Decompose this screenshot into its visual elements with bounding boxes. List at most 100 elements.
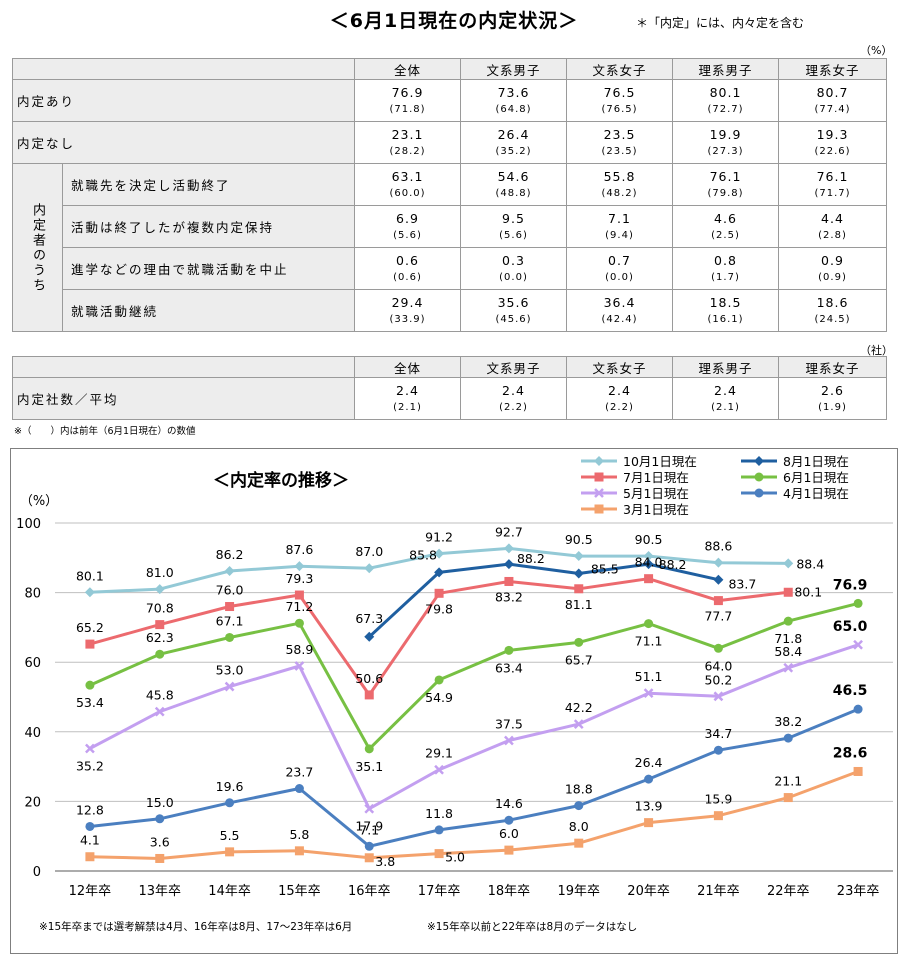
data-label: 70.8 — [146, 601, 174, 616]
point-marker — [294, 590, 304, 600]
row-label: 就職活動継続 — [62, 289, 355, 332]
data-label: 19.6 — [216, 779, 244, 794]
data-label: 8.0 — [569, 819, 589, 834]
cell: 54.6 (48.8) — [460, 163, 567, 206]
row-label: 活動は終了したが複数内定保持 — [62, 205, 355, 248]
cell-prev: (2.2) — [605, 401, 634, 413]
cell: 76.5 (76.5) — [566, 79, 673, 122]
data-label: 51.1 — [635, 669, 663, 684]
cell-value: 76.1 — [816, 168, 849, 184]
data-label: 71.1 — [635, 634, 663, 649]
point-marker — [713, 557, 724, 568]
cell-prev: (71.8) — [389, 103, 426, 115]
table-header-row: 全体 文系男子 文系女子 理系男子 理系女子 — [12, 58, 887, 80]
cell-prev: (5.6) — [499, 229, 528, 241]
cell: 0.9 (0.9) — [778, 247, 887, 290]
point-marker — [713, 643, 723, 653]
cell-prev: (35.2) — [495, 145, 532, 157]
header-blank — [12, 58, 355, 80]
cell: 18.6 (24.5) — [778, 289, 887, 332]
point-marker — [85, 821, 95, 831]
point-marker — [754, 472, 764, 482]
group-label: 内定者のうち — [30, 202, 45, 293]
data-label: 58.9 — [285, 642, 313, 657]
table-row: 進学などの理由で就職活動を中止 0.6 (0.6) 0.3 (0.0) 0.7 (0.… — [13, 247, 887, 290]
cell-prev: (77.4) — [814, 103, 851, 115]
cell-value: 0.9 — [821, 252, 844, 268]
cell-value: 76.1 — [709, 168, 742, 184]
point-marker — [294, 846, 304, 856]
cell: 76.1 (79.8) — [672, 163, 779, 206]
point-marker — [504, 576, 514, 586]
cell-prev: (16.1) — [707, 313, 744, 325]
cell-value: 55.8 — [603, 168, 636, 184]
data-label: 35.2 — [76, 759, 104, 774]
point-marker — [594, 488, 604, 498]
y-tick-label: 40 — [24, 726, 41, 741]
table-row: 内定あり 76.9 (71.8) 73.6 (64.8) 76.5 (76.5) 80… — [12, 79, 887, 122]
data-label: 79.3 — [285, 571, 313, 586]
point-marker — [155, 853, 165, 863]
column-header: 全体 — [354, 356, 461, 378]
cell: 73.6 (64.8) — [460, 79, 567, 122]
unit-percent: （%） — [860, 44, 893, 57]
series-line — [89, 707, 859, 848]
data-label: 81.0 — [146, 565, 174, 580]
point-marker — [594, 504, 604, 514]
legend-label: 7月1日現在 — [623, 470, 689, 485]
data-label: 5.8 — [289, 827, 309, 842]
data-label: 83.7 — [728, 577, 756, 592]
point-marker — [713, 691, 724, 702]
cell-prev: (2.1) — [711, 401, 740, 413]
chart-note: ※15年卒以前と22年卒は8月のデータはなし — [427, 920, 637, 933]
cell: 7.1 (9.4) — [566, 205, 673, 248]
cell-value: 76.9 — [391, 84, 424, 100]
point-marker — [364, 841, 374, 851]
cell: 6.9 (5.6) — [354, 205, 461, 248]
data-label: 88.4 — [796, 556, 824, 571]
y-tick-label: 20 — [24, 795, 41, 810]
data-label: 81.1 — [565, 597, 593, 612]
point-marker — [754, 488, 764, 498]
cell-value: 2.4 — [608, 382, 631, 398]
data-label: 76.9 — [833, 577, 868, 593]
data-label: 80.1 — [76, 568, 104, 583]
cell-prev: (48.8) — [495, 187, 532, 199]
row-label: 進学などの理由で就職活動を中止 — [62, 247, 355, 290]
data-label: 87.6 — [285, 542, 313, 557]
cell-value: 9.5 — [502, 210, 525, 226]
data-label: 71.8 — [774, 631, 802, 646]
point-marker — [853, 704, 863, 714]
cell-value: 18.5 — [709, 294, 742, 310]
point-marker — [713, 574, 724, 585]
point-marker — [155, 649, 165, 659]
point-marker — [85, 680, 95, 690]
point-marker — [783, 733, 793, 743]
cell: 2.4 (2.2) — [566, 377, 673, 420]
data-label: 65.7 — [565, 652, 593, 667]
data-label: 71.2 — [285, 599, 313, 614]
point-marker — [853, 639, 863, 650]
cell-value: 4.6 — [714, 210, 737, 226]
cell: 26.4 (35.2) — [460, 121, 567, 164]
point-marker — [504, 845, 514, 855]
cell: 2.4 (2.1) — [672, 377, 779, 420]
point-marker — [434, 825, 444, 835]
column-header: 文系男子 — [460, 356, 567, 378]
cell: 76.9 (71.8) — [354, 79, 461, 122]
data-label: 85.5 — [591, 561, 619, 576]
table-row: 内定者のうち 就職先を決定し活動終了 63.1 (60.0) 54.6 (48.8)… — [12, 163, 887, 332]
data-label: 4.1 — [80, 833, 100, 848]
cell: 0.3 (0.0) — [460, 247, 567, 290]
cell-value: 29.4 — [391, 294, 424, 310]
data-label: 29.1 — [425, 746, 453, 761]
x-tick-label: 22年卒 — [767, 884, 810, 899]
x-tick-label: 17年卒 — [418, 884, 461, 899]
cell-value: 23.1 — [391, 126, 424, 142]
point-marker — [644, 619, 654, 629]
data-label: 46.5 — [833, 683, 868, 699]
y-tick-label: 100 — [16, 517, 41, 532]
row-label: 内定社数／平均 — [12, 377, 355, 420]
cell-prev: (48.2) — [601, 187, 638, 199]
point-marker — [853, 598, 863, 608]
